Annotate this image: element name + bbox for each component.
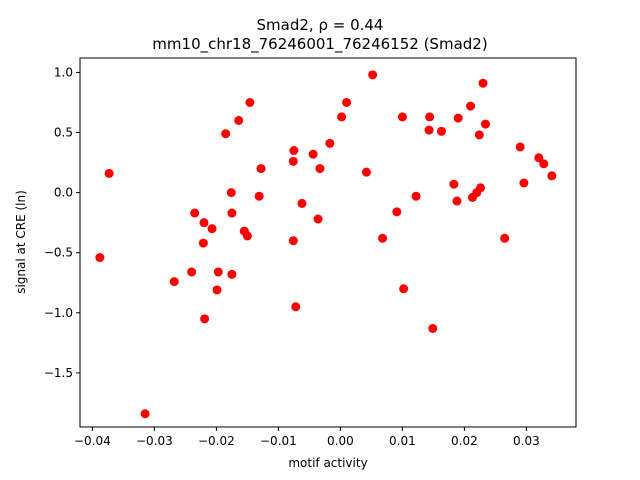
data-point: [245, 97, 255, 107]
data-point: [368, 70, 378, 80]
data-point: [480, 119, 490, 129]
data-point: [187, 267, 197, 277]
data-point: [254, 191, 264, 201]
y-tick-label: −1.5: [44, 366, 73, 380]
x-tick-label: −0.01: [260, 434, 297, 448]
data-point: [449, 179, 459, 189]
x-tick-label: −0.03: [136, 434, 173, 448]
data-point: [221, 129, 231, 139]
data-point: [342, 97, 352, 107]
data-point: [378, 233, 388, 243]
plot-frame: [79, 57, 577, 428]
x-tick-label: 0.00: [327, 434, 354, 448]
data-point: [242, 231, 252, 241]
data-point: [547, 171, 557, 181]
data-point: [212, 285, 222, 295]
data-point: [169, 277, 179, 287]
data-point: [519, 178, 529, 188]
data-point: [199, 218, 209, 228]
data-point: [227, 269, 237, 279]
data-point: [500, 233, 510, 243]
data-point: [256, 164, 266, 174]
data-point: [425, 112, 435, 122]
data-point: [474, 130, 484, 140]
x-tick-label: −0.04: [74, 434, 111, 448]
data-point: [466, 101, 476, 111]
data-point: [539, 159, 549, 169]
data-point: [213, 267, 223, 277]
y-axis-label: signal at CRE (ln): [14, 190, 28, 294]
x-tick-label: 0.03: [513, 434, 540, 448]
x-axis-label: motif activity: [288, 456, 367, 470]
data-point: [392, 207, 402, 217]
data-point: [515, 142, 525, 152]
data-point: [337, 112, 347, 122]
scatter-points: [95, 70, 557, 419]
data-point: [198, 238, 208, 248]
y-axis: −1.5 −1.0 −0.5 0.0 0.5 1.0: [44, 65, 80, 380]
data-point: [288, 236, 298, 246]
chart-title-line2: mm10_chr18_76246001_76246152 (Smad2): [152, 35, 487, 54]
data-point: [361, 167, 371, 177]
x-tick-label: 0.01: [389, 434, 416, 448]
data-point: [325, 138, 335, 148]
data-point: [207, 224, 217, 234]
data-point: [428, 323, 438, 333]
data-point: [200, 314, 210, 324]
data-point: [397, 112, 407, 122]
data-point: [534, 153, 544, 163]
data-point: [399, 284, 409, 294]
y-tick-label: −0.5: [44, 246, 73, 260]
y-tick-label: −1.0: [44, 306, 73, 320]
y-tick-label: 0.0: [54, 186, 73, 200]
data-point: [315, 164, 325, 174]
data-point: [289, 146, 299, 156]
x-tick-label: −0.02: [198, 434, 235, 448]
data-point: [104, 168, 114, 178]
data-point: [140, 409, 150, 419]
data-point: [190, 208, 200, 218]
data-point: [297, 198, 307, 208]
x-tick-label: 0.02: [451, 434, 478, 448]
data-point: [411, 191, 421, 201]
x-axis: −0.04 −0.03 −0.02 −0.01 0.00 0.01 0.02 0.03: [74, 427, 540, 448]
data-point: [234, 116, 244, 126]
data-point: [478, 78, 488, 88]
data-point: [476, 183, 486, 193]
data-point: [308, 149, 318, 159]
data-point: [453, 113, 463, 123]
data-point: [452, 196, 462, 206]
data-point: [424, 125, 434, 135]
data-point: [313, 214, 323, 224]
y-tick-label: 0.5: [54, 126, 73, 140]
data-point: [291, 302, 301, 312]
data-point: [436, 126, 446, 136]
data-point: [288, 156, 298, 166]
data-point: [227, 208, 237, 218]
chart-title-line1: Smad2, ρ = 0.44: [257, 16, 384, 34]
data-point: [95, 253, 105, 263]
y-tick-label: 1.0: [54, 65, 73, 79]
data-point: [226, 188, 236, 198]
